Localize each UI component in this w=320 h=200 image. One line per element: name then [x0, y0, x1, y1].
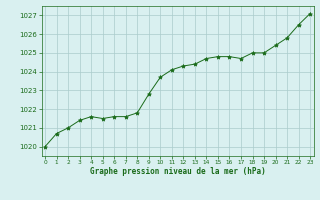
- X-axis label: Graphe pression niveau de la mer (hPa): Graphe pression niveau de la mer (hPa): [90, 167, 266, 176]
